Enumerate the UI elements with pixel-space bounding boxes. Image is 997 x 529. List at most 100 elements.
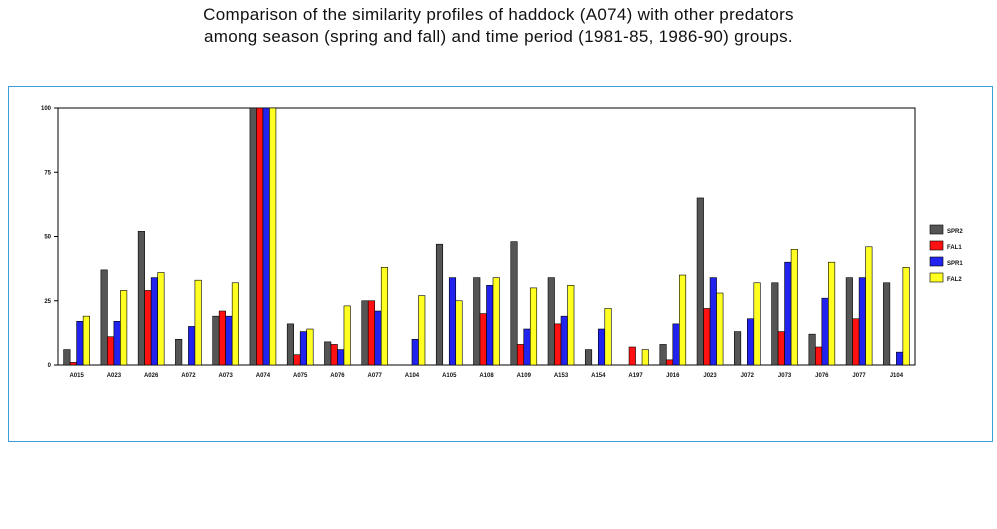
y-tick-label: 50 xyxy=(44,235,51,241)
bar-fal1-a197 xyxy=(628,346,636,366)
bar-fal2-j073 xyxy=(790,249,798,366)
bar-fal2-a104 xyxy=(418,295,426,366)
x-tick-label: A197 xyxy=(628,373,643,379)
bar-fal2-a154 xyxy=(604,308,612,366)
bar-fal1-a015 xyxy=(69,362,77,366)
bar-fal2-a074 xyxy=(269,107,277,366)
bar-spr1-j077 xyxy=(858,277,866,366)
x-tick-label: J104 xyxy=(890,373,904,379)
legend-label-spr1: SPR1 xyxy=(947,261,963,267)
bar-spr2-j104 xyxy=(883,282,891,366)
bar-fal1-j077 xyxy=(852,318,860,366)
legend-label-fal1: FAL1 xyxy=(947,245,962,251)
bar-spr2-j077 xyxy=(845,277,853,366)
bar-spr2-a076 xyxy=(324,341,332,366)
bar-fal1-a023 xyxy=(107,336,115,366)
x-tick-label: A105 xyxy=(442,373,457,379)
bar-spr1-a015 xyxy=(76,321,84,366)
legend-label-fal2: FAL2 xyxy=(947,277,962,283)
bar-spr1-a026 xyxy=(150,277,158,366)
legend-swatch-spr2 xyxy=(929,224,944,235)
bar-spr1-a153 xyxy=(560,315,568,366)
bar-spr2-j023 xyxy=(696,197,704,366)
bar-spr2-a023 xyxy=(100,269,108,366)
bar-fal2-a023 xyxy=(120,290,128,366)
bar-fal2-a153 xyxy=(567,285,575,366)
bar-spr2-a105 xyxy=(435,243,444,366)
legend-swatch-fal1 xyxy=(929,240,944,251)
x-tick-label: A108 xyxy=(479,373,494,379)
bar-fal1-a073 xyxy=(218,310,226,366)
x-tick-label: A015 xyxy=(69,373,84,379)
bar-fal1-a077 xyxy=(367,300,376,366)
bar-spr2-a153 xyxy=(547,277,555,366)
bar-fal1-a075 xyxy=(293,354,301,366)
bar-fal1-j073 xyxy=(777,331,785,366)
bar-spr2-a072 xyxy=(175,338,183,366)
x-tick-label: J023 xyxy=(703,373,717,379)
bar-spr1-a077 xyxy=(374,310,382,366)
bar-spr1-j073 xyxy=(784,261,792,366)
x-tick-label: A072 xyxy=(181,373,196,379)
bar-fal1-a026 xyxy=(144,290,152,366)
bar-spr1-a109 xyxy=(523,328,531,366)
bar-fal2-a105 xyxy=(455,300,463,366)
bar-spr1-a074 xyxy=(262,107,270,366)
bar-spr2-a108 xyxy=(473,277,481,366)
bar-fal1-a074 xyxy=(256,107,264,366)
bar-spr1-a023 xyxy=(113,321,121,366)
bar-spr1-a073 xyxy=(225,315,233,366)
legend-label-spr2: SPR2 xyxy=(947,229,963,235)
bar-spr2-j016 xyxy=(659,344,667,366)
chart-frame xyxy=(8,86,993,442)
bar-spr2-j073 xyxy=(771,282,779,366)
y-axis: 0 25 50 75 100 xyxy=(41,106,58,369)
x-tick-label: J077 xyxy=(852,373,866,379)
bar-spr2-a075 xyxy=(286,323,294,366)
bar-spr1-a075 xyxy=(299,331,307,366)
bar-spr2-a074 xyxy=(249,107,257,366)
bar-spr2-j072 xyxy=(734,331,742,366)
bar-fal2-j023 xyxy=(716,292,724,366)
x-tick-label: A023 xyxy=(107,373,122,379)
bar-fal2-j072 xyxy=(753,282,761,366)
x-tick-label: A109 xyxy=(517,373,532,379)
x-axis: A015 A023 A026 A072 A073 A074 A075 A076 A077 A104… xyxy=(69,373,903,379)
chart-title: Comparison of the similarity profiles of… xyxy=(0,4,997,48)
bar-spr1-j104 xyxy=(896,351,904,366)
bar-spr1-a105 xyxy=(448,277,457,366)
x-tick-label: A075 xyxy=(293,373,308,379)
bar-fal2-a026 xyxy=(157,272,165,366)
bar-fal1-j023 xyxy=(703,308,711,366)
x-tick-label: A077 xyxy=(368,373,383,379)
bar-spr1-a154 xyxy=(597,328,606,366)
y-tick-label: 100 xyxy=(41,106,52,112)
bar-fal1-j016 xyxy=(666,359,674,366)
y-tick-label: 25 xyxy=(44,299,51,305)
bar-fal1-a076 xyxy=(330,344,338,366)
legend-swatch-fal2 xyxy=(929,272,944,283)
x-tick-label: A074 xyxy=(256,373,271,379)
x-tick-label: J016 xyxy=(666,373,680,379)
bar-fal1-a108 xyxy=(479,313,487,366)
bar-fal2-a077 xyxy=(380,267,389,366)
bar-spr2-a077 xyxy=(361,300,369,366)
x-tick-label: A076 xyxy=(330,373,345,379)
x-tick-label: J073 xyxy=(778,373,792,379)
bar-spr2-a073 xyxy=(212,315,220,366)
bars-group xyxy=(63,107,910,366)
bar-fal2-a073 xyxy=(231,282,239,366)
bar-fal2-a015 xyxy=(82,315,90,366)
bar-spr2-a015 xyxy=(63,349,71,366)
bar-spr1-j023 xyxy=(709,277,717,366)
x-tick-label: A104 xyxy=(405,373,420,379)
title-line-1: Comparison of the similarity profiles of… xyxy=(203,5,794,24)
bar-spr1-a072 xyxy=(188,326,196,366)
bar-fal2-j077 xyxy=(865,246,873,366)
bar-fal2-a076 xyxy=(343,305,351,366)
x-tick-label: J076 xyxy=(815,373,829,379)
x-tick-label: A154 xyxy=(591,373,606,379)
x-tick-label: A073 xyxy=(219,373,234,379)
bar-spr2-j076 xyxy=(808,333,816,366)
